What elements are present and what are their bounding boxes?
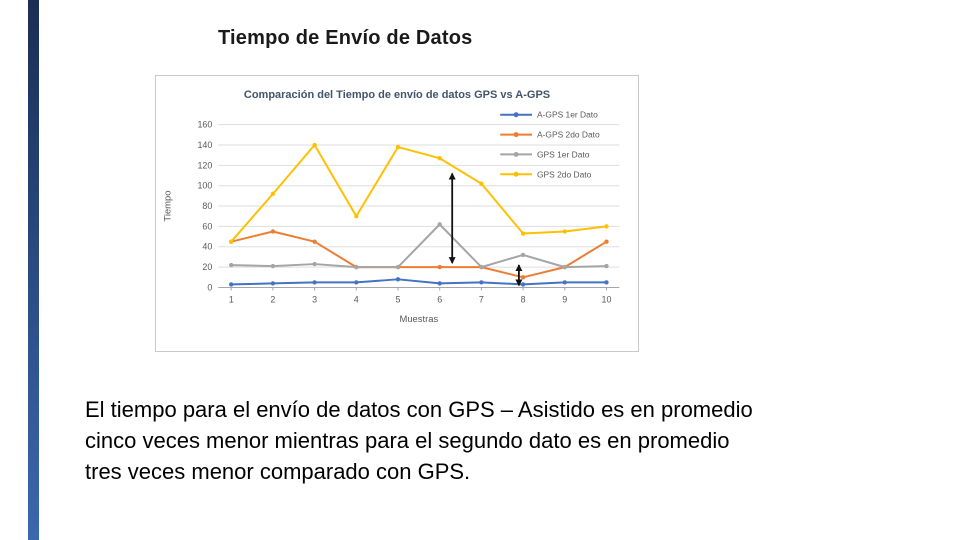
- data-point: [354, 214, 359, 219]
- data-point: [479, 264, 484, 270]
- data-point: [354, 264, 359, 270]
- series-line: [230, 144, 608, 243]
- data-point: [562, 280, 567, 285]
- accent-bar: [28, 0, 39, 540]
- data-point: [520, 252, 526, 258]
- body-line: tres veces menor comparado con GPS.: [85, 459, 471, 484]
- y-tick-label: 20: [202, 262, 212, 272]
- legend-item: A-GPS 2do Dato: [500, 130, 600, 140]
- data-point: [479, 280, 484, 285]
- data-point: [312, 261, 317, 267]
- y-tick-label: 60: [202, 221, 212, 231]
- data-point: [437, 156, 442, 161]
- data-point: [354, 280, 359, 285]
- series-line: [230, 278, 608, 286]
- x-tick-label: 8: [521, 294, 526, 304]
- data-point: [270, 263, 276, 269]
- data-point: [312, 142, 317, 148]
- chart-title: Comparación del Tiempo de envío de datos…: [243, 89, 551, 101]
- y-tick-label: 160: [197, 120, 212, 130]
- y-tick-label: 120: [197, 160, 212, 170]
- y-tick-label: 40: [202, 242, 212, 252]
- data-point: [520, 282, 526, 287]
- data-point: [479, 181, 484, 186]
- data-point: [604, 280, 609, 285]
- data-point: [604, 239, 609, 244]
- data-point: [562, 229, 567, 234]
- chart-frame: Comparación del Tiempo de envío de datos…: [155, 75, 639, 352]
- y-tick-label: 80: [202, 201, 212, 211]
- data-point: [437, 264, 442, 270]
- data-point: [229, 239, 234, 244]
- x-tick-label: 10: [602, 294, 612, 304]
- data-point: [520, 231, 526, 236]
- legend-label: GPS 1er Dato: [537, 149, 590, 159]
- data-point: [395, 144, 401, 150]
- body-paragraph: El tiempo para el envío de datos con GPS…: [85, 394, 905, 487]
- data-point: [604, 224, 609, 229]
- body-line: cinco veces menor mientras para el segun…: [85, 428, 730, 453]
- data-point: [229, 262, 234, 268]
- data-point: [270, 191, 276, 197]
- data-point: [395, 277, 401, 282]
- legend-marker: [513, 171, 519, 177]
- x-tick-label: 7: [479, 294, 484, 304]
- x-tick-label: 1: [229, 294, 234, 304]
- legend-item: GPS 2do Dato: [500, 169, 592, 179]
- y-tick-label: 100: [197, 181, 212, 191]
- legend-label: A-GPS 1er Dato: [537, 110, 598, 120]
- body-line: El tiempo para el envío de datos con GPS…: [85, 397, 753, 422]
- y-tick-label: 0: [207, 282, 212, 292]
- data-point: [270, 229, 276, 234]
- legend-item: GPS 1er Dato: [500, 149, 590, 159]
- x-tick-label: 4: [354, 294, 359, 304]
- y-axis-title: Tiempo: [162, 191, 173, 222]
- data-point: [229, 282, 234, 287]
- legend-marker: [513, 112, 519, 118]
- series-line: [230, 223, 608, 269]
- x-tick-label: 3: [312, 294, 317, 304]
- data-point: [562, 264, 567, 270]
- data-point: [395, 264, 401, 270]
- data-point: [270, 281, 276, 286]
- data-point: [437, 222, 442, 227]
- y-tick-label: 140: [197, 140, 212, 150]
- slide-title: Tiempo de Envío de Datos: [218, 27, 473, 49]
- x-tick-label: 5: [396, 294, 401, 304]
- data-point: [520, 275, 526, 280]
- legend-marker: [513, 151, 519, 157]
- legend-label: A-GPS 2do Dato: [537, 130, 600, 140]
- x-tick-label: 6: [437, 294, 442, 304]
- series-line: [230, 230, 608, 279]
- line-chart: 0 20 40 60 80 100 120 140 160 1 2 3 4 5 6 7 8 9 10 Muestras…: [162, 110, 620, 324]
- legend-label: GPS 2do Dato: [537, 169, 592, 179]
- legend-item: A-GPS 1er Dato: [500, 110, 598, 120]
- legend-marker: [513, 132, 519, 138]
- data-point: [312, 280, 317, 285]
- x-tick-label: 2: [270, 294, 275, 304]
- data-point: [604, 263, 609, 269]
- data-point: [312, 239, 317, 244]
- x-tick-label: 9: [562, 294, 567, 304]
- x-axis-title: Muestras: [399, 313, 438, 324]
- data-point: [437, 281, 442, 286]
